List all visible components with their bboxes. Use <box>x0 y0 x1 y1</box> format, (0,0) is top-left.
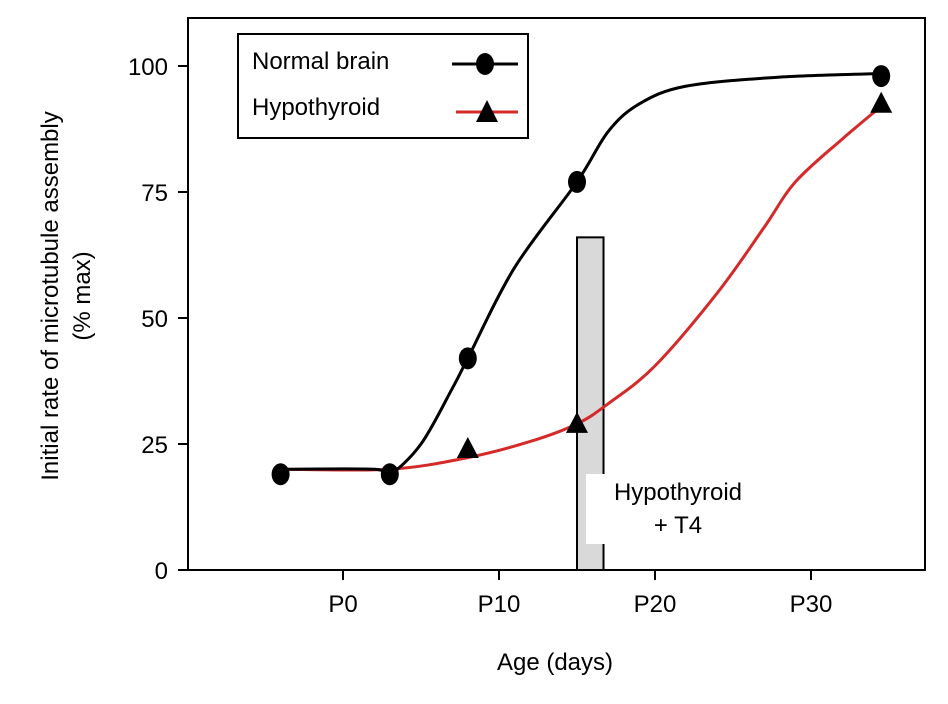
y-axis-label-line2: (% max) <box>69 251 96 340</box>
x-tick-label: P20 <box>634 591 677 618</box>
data-point-circle <box>872 65 891 88</box>
x-tick-label: P30 <box>790 591 833 618</box>
y-tick-label: 25 <box>141 432 168 459</box>
t4-label-line2: + T4 <box>654 512 702 539</box>
t4-label-background <box>586 474 770 544</box>
x-tick-label: P10 <box>478 591 521 618</box>
legend-marker-triangle <box>476 100 498 122</box>
data-point-triangle <box>566 411 588 433</box>
axes: P0 P10 P20 P30 0 25 50 75 100 <box>128 54 832 618</box>
y-tick-label: 0 <box>155 558 168 585</box>
x-tick-label: P0 <box>328 591 357 618</box>
series-layer <box>271 65 893 486</box>
y-tick-label: 75 <box>141 180 168 207</box>
data-point-circle <box>271 463 290 486</box>
x-axis-label: Age (days) <box>497 649 613 676</box>
y-axis-label-line1: Initial rate of microtubule assembly <box>37 111 64 481</box>
y-tick-label: 50 <box>141 306 168 333</box>
legend-marker-circle <box>476 53 494 75</box>
data-point-triangle <box>456 437 479 459</box>
data-point-triangle <box>870 91 893 113</box>
data-point-circle <box>380 463 399 486</box>
legend: Normal brain Hypothyroid <box>237 33 529 139</box>
legend-label-normal-brain: Normal brain <box>252 48 389 75</box>
y-tick-label: 100 <box>128 54 168 81</box>
legend-label-hypothyroid: Hypothyroid <box>252 94 380 121</box>
data-point-circle <box>568 170 586 193</box>
plot-frame <box>187 17 926 571</box>
series-line-hypothyroid <box>280 105 883 472</box>
data-point-circle <box>458 347 477 370</box>
t4-label-line1: Hypothyroid <box>614 479 742 506</box>
